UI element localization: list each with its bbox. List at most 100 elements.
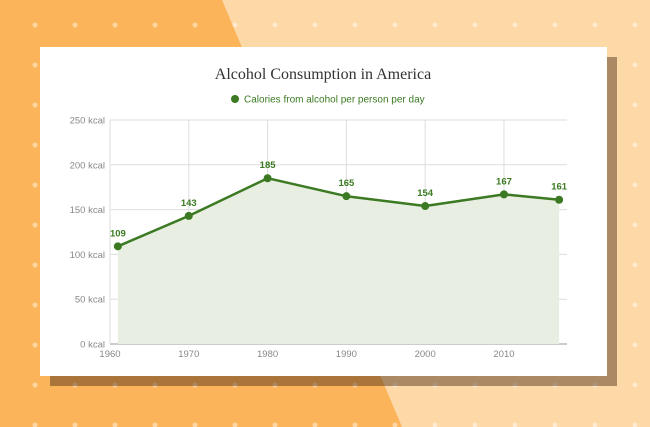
x-tick-label: 2010 [493,349,514,360]
background-dot [432,422,438,427]
background-dot [632,422,638,427]
data-point[interactable] [113,242,122,251]
chart-card: Alcohol Consumption in America Calories … [40,47,607,376]
background-dot [32,382,38,388]
background-dot [632,382,638,388]
legend-label: Calories from alcohol per person per day [244,95,425,106]
chart-title: Alcohol Consumption in America [215,66,431,83]
background-dot [632,22,638,28]
background-dot [592,22,598,28]
data-point[interactable] [421,202,430,211]
background-dot [632,62,638,68]
background-dot [392,22,398,28]
background-dot [552,382,558,388]
background-dot [632,102,638,108]
data-point[interactable] [184,211,193,220]
background-dot [352,422,358,427]
background-dot [192,422,198,427]
data-label: 185 [260,160,277,171]
background-dot [152,22,158,28]
background-dot [312,422,318,427]
y-tick-label: 0 kcal [80,340,105,351]
background-dot [72,22,78,28]
x-axis-ticks: 1960 1970 1980 1990 2000 2010 [99,349,514,360]
background-dot [472,22,478,28]
background-dot [392,382,398,388]
background-dot [32,422,38,427]
background-dot [32,342,38,348]
data-label: 167 [496,176,512,187]
background-dot [512,382,518,388]
background-dot [552,422,558,427]
y-tick-label: 100 kcal [70,250,105,261]
legend-marker [231,95,239,103]
background-dot [112,422,118,427]
x-tick-label: 1980 [257,349,278,360]
background-dot [272,422,278,427]
background-dot [472,422,478,427]
y-axis-ticks: 0 kcal 50 kcal 100 kcal 150 kcal 200 kcal 250… [70,116,105,351]
background-dot [32,142,38,148]
background-dot [32,222,38,228]
background-dot [192,382,198,388]
x-tick-label: 2000 [415,349,436,360]
background-dot [472,382,478,388]
background-dot [632,262,638,268]
data-point[interactable] [342,192,351,201]
background-dot [272,22,278,28]
background-dot [312,382,318,388]
background-dot [632,182,638,188]
background-dot [432,382,438,388]
background-dot [592,422,598,427]
background-dot [352,382,358,388]
data-point[interactable] [499,190,508,199]
background-dot [112,22,118,28]
background-dot [32,262,38,268]
background-dot [632,222,638,228]
data-label: 109 [110,228,126,239]
background-dot [32,302,38,308]
data-label: 154 [417,188,434,199]
data-label: 143 [181,198,197,209]
background-dot [272,382,278,388]
background-dot [432,22,438,28]
background-dot [392,422,398,427]
background-dot [152,382,158,388]
legend[interactable]: Calories from alcohol per person per day [231,95,425,106]
background-dot [72,422,78,427]
x-tick-label: 1960 [99,349,120,360]
data-points [113,174,564,251]
series-area [117,178,560,344]
background-dot [632,142,638,148]
data-label: 165 [338,178,355,189]
background-dot [32,62,38,68]
background-dot [232,422,238,427]
background-dot [552,22,558,28]
background-dot [632,302,638,308]
background-dot [72,382,78,388]
background-dot [632,342,638,348]
background-dot [512,22,518,28]
y-tick-label: 150 kcal [70,205,105,216]
y-tick-label: 250 kcal [70,116,105,127]
line-chart: Alcohol Consumption in America Calories … [70,66,568,360]
background-dot [232,382,238,388]
data-point[interactable] [555,195,564,204]
x-tick-label: 1990 [336,349,357,360]
background-dot [352,22,358,28]
background-dot [112,382,118,388]
background-dot [592,382,598,388]
x-tick-label: 1970 [178,349,199,360]
background-dot [152,422,158,427]
background-dot [32,102,38,108]
background-dot [192,22,198,28]
data-labels: 109 143 185 165 154 167 161 [110,160,568,239]
y-tick-label: 50 kcal [75,295,105,306]
background-dot [312,22,318,28]
background-dot [32,182,38,188]
background-dot [512,422,518,427]
background-dot [232,22,238,28]
data-point[interactable] [263,174,272,183]
y-tick-label: 200 kcal [70,160,105,171]
data-label: 161 [551,182,568,193]
